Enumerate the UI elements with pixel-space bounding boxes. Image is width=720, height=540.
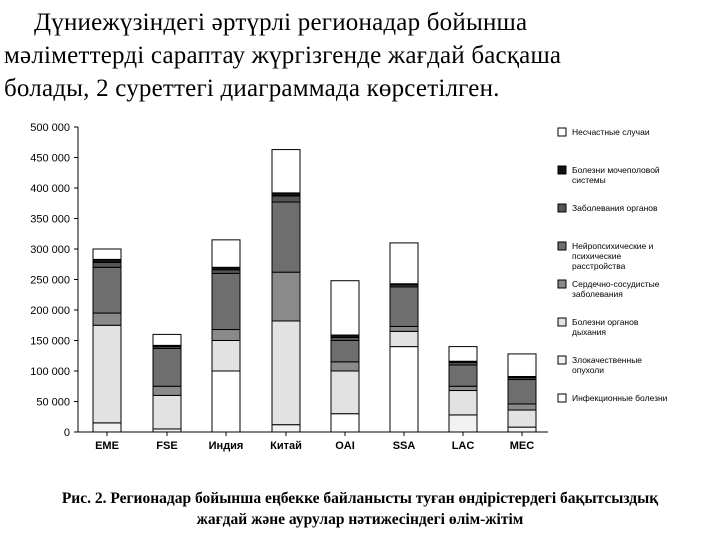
bar-segment <box>271 424 301 433</box>
bar-segment <box>389 325 419 332</box>
legend-swatch <box>557 393 567 403</box>
bar-segment <box>92 261 122 268</box>
legend-swatch <box>557 165 567 175</box>
y-tick-label: 350 000 <box>30 214 70 226</box>
bar-segment <box>448 390 478 416</box>
bar-segment <box>389 242 419 285</box>
legend-label: Несчастные случаи <box>572 127 650 137</box>
bar-segment <box>152 385 182 396</box>
y-tick-label: 100 000 <box>30 366 70 378</box>
legend-label: Сердечно-сосудистые заболевания <box>572 279 660 299</box>
bar-segment <box>448 346 478 362</box>
bar-segment <box>152 394 182 430</box>
x-tick-label: LAC <box>452 440 475 452</box>
bar-segment <box>92 312 122 326</box>
legend-swatch <box>557 127 567 137</box>
legend-swatch <box>557 355 567 365</box>
intro-line-3: болады, 2 суреттегі диаграммада көрсетіл… <box>4 75 500 102</box>
legend-label: Заболевания органов <box>572 203 658 213</box>
bar-segment <box>92 266 122 314</box>
y-tick-label: 450 000 <box>30 153 70 165</box>
bar-segment <box>92 324 122 424</box>
bar-segment <box>389 330 419 348</box>
y-tick-label: 400 000 <box>30 183 70 195</box>
bar-segment <box>152 347 182 387</box>
x-tick-label: FSE <box>156 440 177 452</box>
bar-segment <box>271 201 301 273</box>
bar-segment <box>448 364 478 387</box>
figure-caption: Рис. 2. Регионадар бойынша еңбекке байла… <box>0 488 720 530</box>
y-tick-label: 150 000 <box>30 336 70 348</box>
bar-segment <box>211 370 241 433</box>
caption-line-1: Рис. 2. Регионадар бойынша еңбекке байла… <box>61 490 659 507</box>
y-tick-label: 500 000 <box>30 122 70 134</box>
legend-label: Инфекционные болезни <box>572 393 668 403</box>
bar-segment <box>271 320 301 426</box>
bar-segment <box>211 340 241 372</box>
y-tick-label: 300 000 <box>30 244 70 256</box>
y-tick-label: 0 <box>64 427 70 439</box>
x-tick-label: Индия <box>209 440 244 452</box>
legend-label: Нейропсихические и психические расстройств… <box>572 241 654 271</box>
x-tick-label: MEC <box>510 440 535 452</box>
bar-segment <box>152 333 182 346</box>
legend-label: Злокачественные опухоли <box>572 355 642 375</box>
legend-swatch <box>557 279 567 289</box>
y-tick-label: 200 000 <box>30 305 70 317</box>
bar-segment <box>507 426 537 433</box>
legend-swatch <box>557 317 567 327</box>
x-tick-label: EME <box>95 440 119 452</box>
caption-line-2: жағдай және аурулар нәтижесіндегі өлім-ж… <box>196 511 524 528</box>
bar-segment <box>211 272 241 331</box>
bar-segment <box>271 149 301 194</box>
intro-text: Дүниежүзіндегі әртүрлі регионадар бойынш… <box>4 6 716 105</box>
bar-segment <box>211 269 241 274</box>
bar-segment <box>330 370 360 415</box>
bar-segment <box>92 248 122 260</box>
bar-segment <box>271 195 301 203</box>
bar-segment <box>507 353 537 377</box>
legend-label: Болезни мочеполовой системы <box>572 165 660 185</box>
bar-segment <box>389 346 419 433</box>
intro-line-2: мәліметтерді сараптау жүргізгенде жағдай… <box>4 42 562 69</box>
x-tick-label: OAI <box>335 440 355 452</box>
bar-segment <box>330 280 360 336</box>
x-tick-label: SSA <box>393 440 416 452</box>
bar-segment <box>211 329 241 342</box>
legend-swatch <box>557 203 567 213</box>
bar-segment <box>92 422 122 433</box>
bar-segment <box>507 409 537 428</box>
x-tick-label: Китай <box>270 440 302 452</box>
bar-segment <box>211 239 241 268</box>
bar-segment <box>448 385 478 392</box>
bar-segment <box>330 340 360 363</box>
y-tick-label: 250 000 <box>30 275 70 287</box>
bar-segment <box>271 271 301 322</box>
intro-line-1: Дүниежүзіндегі әртүрлі регионадар бойынш… <box>34 9 528 36</box>
bar-segment <box>448 414 478 433</box>
stacked-bar-chart: 0 50 000 100 000 150 000 200 000 250 000 300 0… <box>30 122 668 452</box>
bar-segment <box>330 413 360 433</box>
legend-swatch <box>557 241 567 251</box>
bar-segment <box>507 403 537 411</box>
bar-segment <box>389 286 419 327</box>
legend-label: Болезни органов дыхания <box>572 317 639 337</box>
bar-segment <box>330 361 360 372</box>
bar-segment <box>507 379 537 405</box>
y-tick-label: 50 000 <box>36 397 70 409</box>
